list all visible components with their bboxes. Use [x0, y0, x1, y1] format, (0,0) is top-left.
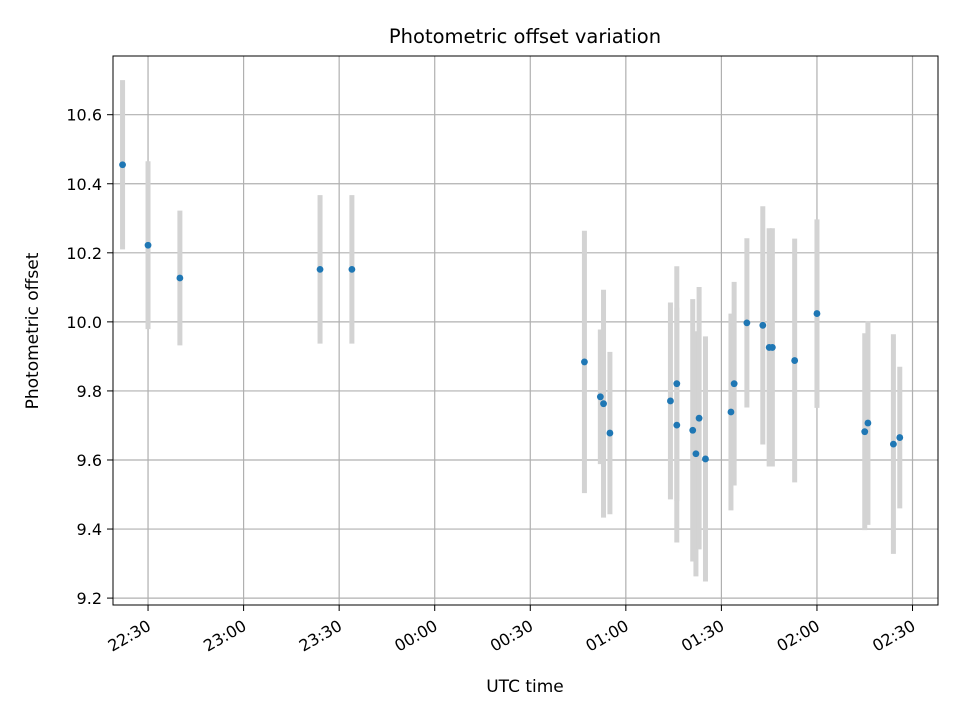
data-point — [702, 455, 709, 463]
data-point — [689, 426, 697, 434]
data-point — [768, 344, 776, 351]
y-tick-label: 10.0 — [66, 313, 102, 332]
data-point — [896, 434, 904, 441]
data-point — [890, 440, 897, 448]
data-point — [864, 419, 872, 427]
y-tick-label: 10.2 — [66, 244, 102, 263]
y-tick-label: 9.6 — [77, 451, 102, 470]
data-point — [667, 397, 674, 405]
data-point — [119, 161, 126, 169]
data-point — [600, 400, 607, 408]
data-point — [596, 393, 604, 401]
data-point — [759, 321, 767, 329]
y-tick-label: 10.6 — [66, 106, 102, 125]
data-point — [861, 428, 869, 436]
y-tick-label: 10.4 — [66, 175, 102, 194]
data-point — [144, 241, 152, 249]
data-point — [813, 310, 821, 317]
data-point — [176, 274, 184, 282]
data-point — [606, 429, 614, 437]
data-point — [695, 414, 703, 422]
data-point — [673, 421, 681, 429]
data-point — [348, 265, 356, 273]
data-points — [119, 161, 904, 463]
data-point — [791, 357, 799, 364]
chart-title: Photometric offset variation — [389, 25, 661, 48]
data-point — [692, 450, 700, 458]
grid — [113, 56, 938, 605]
y-axis-ticks: 9.2 9.4 9.6 9.8 10.0 10.2 10.4 10.6 — [66, 106, 113, 608]
data-point — [581, 358, 588, 366]
x-axis-title: UTC time — [486, 677, 564, 697]
data-point — [730, 380, 738, 388]
y-tick-label: 9.4 — [77, 520, 102, 539]
y-axis-title: Photometric offset — [23, 252, 43, 409]
y-tick-label: 9.2 — [77, 589, 102, 608]
y-tick-label: 9.8 — [77, 382, 102, 401]
plot-frame — [112, 55, 939, 606]
data-point — [727, 408, 735, 416]
data-point — [743, 319, 751, 327]
data-point — [673, 380, 681, 388]
data-point — [316, 265, 324, 273]
